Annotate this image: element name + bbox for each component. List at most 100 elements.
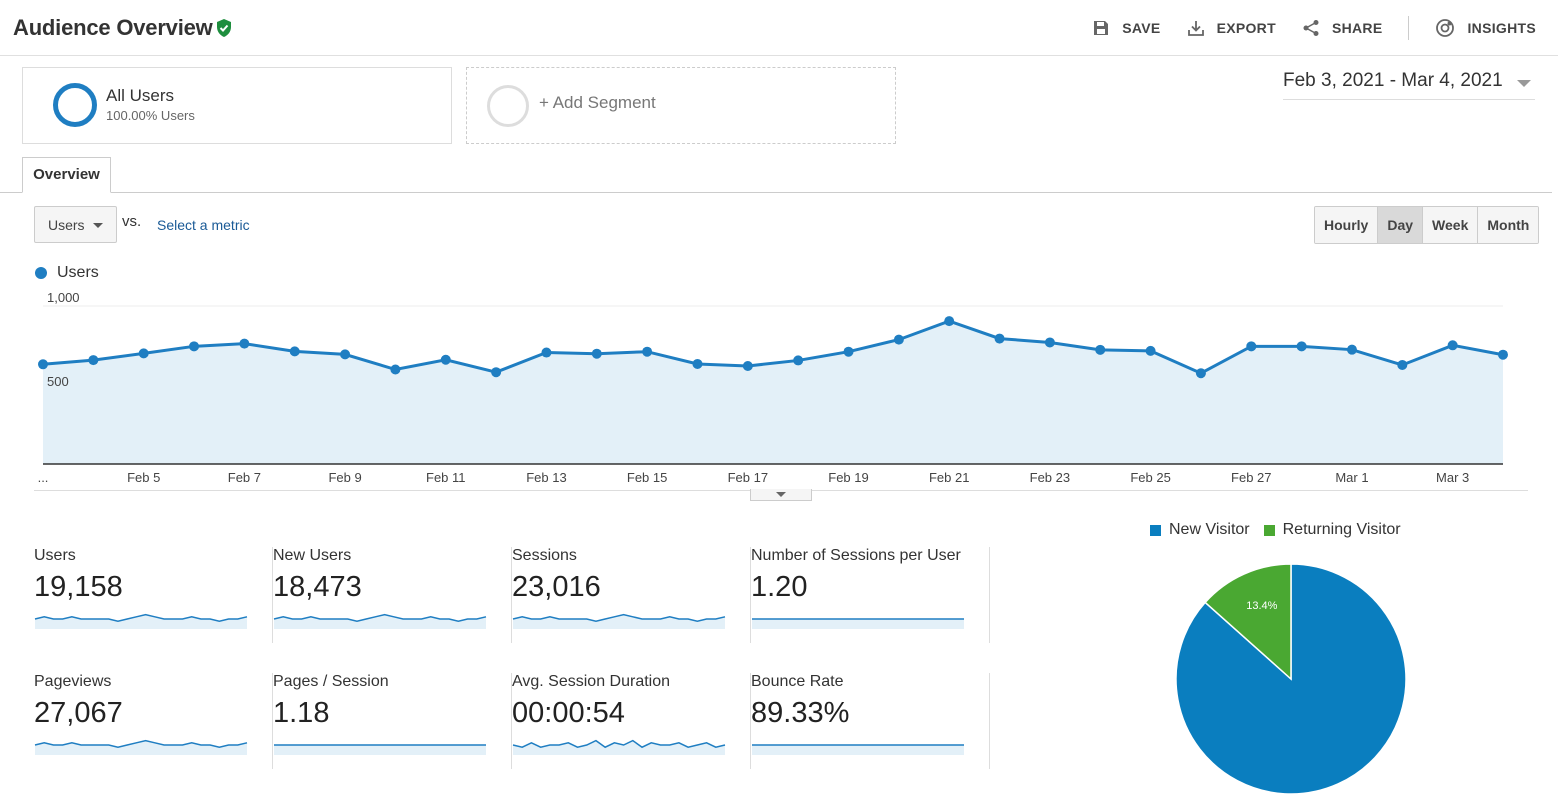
data-point	[793, 355, 804, 366]
data-point	[843, 346, 854, 357]
scorecard-value: 23,016	[512, 571, 601, 603]
chevron-down-icon	[776, 492, 786, 497]
x-tick-label: Feb 15	[627, 470, 667, 485]
scorecard-label: Avg. Session Duration	[512, 673, 671, 690]
scorecard-pages-per-session[interactable]: Pages / Session 1.18	[273, 673, 512, 773]
header: Audience Overview SAVE EXPORT SHARE INSI…	[0, 0, 1558, 56]
scorecard-sessions[interactable]: Sessions 23,016	[512, 547, 751, 647]
scorecard-sessions-per-user[interactable]: Number of Sessions per User 1.20	[751, 547, 990, 647]
pie-legend-new-visitor[interactable]: New Visitor	[1150, 521, 1250, 539]
scorecard-value: 18,473	[273, 571, 362, 603]
segment-all-users[interactable]: All Users 100.00% Users	[22, 67, 452, 144]
pie-legend-returning-visitor[interactable]: Returning Visitor	[1263, 521, 1401, 539]
data-point	[440, 354, 451, 365]
data-point	[1195, 368, 1206, 379]
x-tick-label: Feb 19	[828, 470, 868, 485]
x-tick-label: ...	[38, 470, 49, 485]
x-tick-label: Feb 25	[1130, 470, 1170, 485]
sparkline-line	[512, 739, 726, 749]
scorecard-sparkline	[752, 744, 964, 755]
sparkline-area	[513, 614, 725, 629]
data-point	[1095, 344, 1106, 355]
share-label: SHARE	[1331, 20, 1383, 36]
actions-divider	[1408, 16, 1410, 40]
data-point	[239, 338, 250, 349]
add-segment-button[interactable]: + Add Segment	[466, 67, 896, 144]
scorecard-users[interactable]: Users 19,158	[34, 547, 273, 647]
legend-swatch	[1263, 524, 1275, 536]
data-point	[944, 316, 955, 327]
metric-dropdown[interactable]: Users	[34, 206, 117, 243]
x-tick-label: Feb 7	[228, 470, 261, 485]
scorecard-value: 1.20	[751, 571, 808, 603]
segment-subtitle: 100.00% Users	[106, 108, 195, 123]
data-point	[692, 358, 703, 369]
scorecard-sparkline	[512, 613, 726, 629]
scorecard-label: Users	[34, 547, 76, 564]
data-point	[642, 346, 653, 357]
x-tick-label: Mar 3	[1436, 470, 1469, 485]
scorecard-sparkline	[274, 744, 486, 755]
scorecard-value: 1.18	[273, 697, 330, 729]
sparkline-area	[274, 745, 486, 755]
add-segment-label: + Add Segment	[539, 93, 656, 112]
scorecard-label: New Users	[273, 547, 352, 564]
share-icon	[1303, 20, 1319, 36]
x-tick-label: Feb 17	[728, 470, 768, 485]
verified-shield-icon	[217, 19, 231, 37]
x-tick-label: Feb 11	[426, 470, 466, 485]
granularity-day-button[interactable]: Day	[1377, 207, 1423, 243]
chevron-down-icon	[93, 223, 103, 228]
data-point	[289, 346, 300, 357]
download-icon	[1187, 21, 1204, 36]
save-button[interactable]: SAVE	[1092, 19, 1160, 37]
share-button[interactable]: SHARE	[1302, 19, 1383, 37]
scorecard-label: Bounce Rate	[751, 673, 844, 690]
metric-dropdown-value: Users	[48, 217, 85, 233]
y-tick-label: 1,000	[47, 290, 80, 305]
granularity-week-button[interactable]: Week	[1422, 207, 1478, 243]
data-point	[994, 333, 1005, 344]
sparkline-line	[34, 613, 248, 622]
save-label: SAVE	[1122, 20, 1161, 36]
select-metric-link[interactable]: Select a metric	[157, 217, 250, 233]
pie-slice	[1204, 563, 1292, 681]
legend-swatch	[1150, 524, 1161, 536]
legend-dot	[35, 267, 47, 279]
data-point	[742, 360, 753, 371]
sparkline-area	[274, 614, 486, 629]
x-tick-label: Feb 5	[127, 470, 160, 485]
save-icon	[1094, 21, 1109, 35]
date-range-picker[interactable]: Feb 3, 2021 - Mar 4, 2021	[1283, 70, 1535, 100]
chart-legend: Users	[35, 264, 99, 282]
data-point	[1498, 349, 1508, 360]
data-point	[1397, 359, 1408, 370]
scorecard-sparkline	[273, 613, 487, 629]
insights-button[interactable]: INSIGHTS	[1435, 18, 1536, 38]
scorecard-value: 27,067	[34, 697, 123, 729]
sparkline-area	[513, 740, 725, 755]
tab-overview[interactable]: Overview	[22, 157, 111, 193]
segment-name: All Users	[106, 86, 175, 105]
empty-segment-ring-icon	[487, 85, 529, 127]
scorecard-avg-session-duration[interactable]: Avg. Session Duration 00:00:54	[512, 673, 751, 773]
granularity-month-button[interactable]: Month	[1477, 207, 1539, 243]
scorecard-label: Sessions	[512, 547, 577, 564]
collapse-chart-button[interactable]	[750, 489, 812, 501]
scorecard-bounce-rate[interactable]: Bounce Rate 89.33%	[751, 673, 990, 773]
granularity-hourly-button[interactable]: Hourly	[1315, 207, 1378, 243]
scorecard-pageviews[interactable]: Pageviews 27,067	[34, 673, 273, 773]
pie-legend-label: New Visitor	[1169, 521, 1250, 538]
scorecard-label: Number of Sessions per User	[751, 547, 961, 564]
scorecard-label: Pages / Session	[273, 673, 389, 690]
export-button[interactable]: EXPORT	[1187, 19, 1276, 37]
data-point	[1246, 341, 1257, 352]
header-actions: SAVE EXPORT SHARE INSIGHTS	[1066, 16, 1536, 40]
granularity-toggle: Hourly Day Week Month	[1314, 206, 1540, 244]
scorecard-new-users[interactable]: New Users 18,473	[273, 547, 512, 647]
tab-bar-line	[0, 192, 1552, 193]
data-point	[1296, 341, 1307, 352]
y-tick-label: 500	[47, 374, 69, 389]
scorecard-value: 19,158	[34, 571, 123, 603]
segment-ring-icon	[53, 83, 97, 127]
